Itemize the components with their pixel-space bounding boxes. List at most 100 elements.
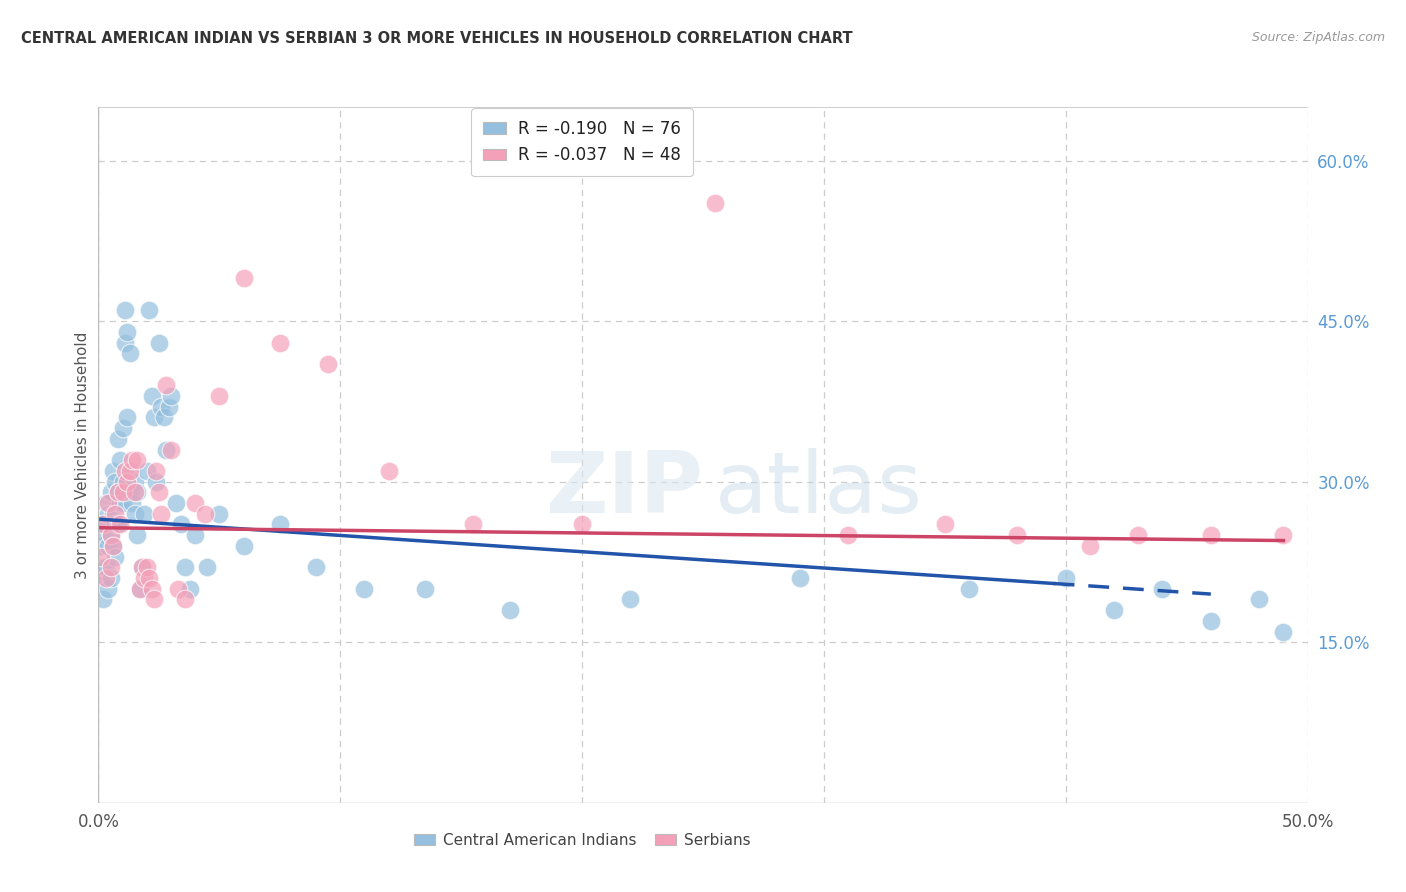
Legend: Central American Indians, Serbians: Central American Indians, Serbians <box>408 827 756 855</box>
Point <box>837 528 859 542</box>
Point <box>619 592 641 607</box>
Point <box>118 485 141 500</box>
Point <box>174 592 197 607</box>
Point <box>167 582 190 596</box>
Point <box>128 582 150 596</box>
Point <box>127 485 149 500</box>
Point <box>269 517 291 532</box>
Point <box>121 453 143 467</box>
Point <box>1199 528 1222 542</box>
Point <box>148 335 170 350</box>
Point <box>131 560 153 574</box>
Text: atlas: atlas <box>716 448 924 532</box>
Point <box>184 496 207 510</box>
Point <box>94 496 117 510</box>
Point <box>128 582 150 596</box>
Point <box>157 400 180 414</box>
Point <box>232 271 254 285</box>
Point <box>107 432 129 446</box>
Point <box>1272 624 1295 639</box>
Point <box>194 507 217 521</box>
Point <box>101 539 124 553</box>
Point <box>141 582 163 596</box>
Point <box>104 475 127 489</box>
Point <box>94 560 117 574</box>
Point <box>114 335 136 350</box>
Point <box>152 410 174 425</box>
Point <box>108 517 131 532</box>
Point <box>150 507 173 521</box>
Point <box>1078 539 1101 553</box>
Point <box>101 464 124 478</box>
Point <box>90 539 112 553</box>
Point <box>179 582 201 596</box>
Point <box>124 507 146 521</box>
Point <box>104 517 127 532</box>
Point <box>148 485 170 500</box>
Point <box>155 442 177 457</box>
Point <box>91 560 114 574</box>
Text: CENTRAL AMERICAN INDIAN VS SERBIAN 3 OR MORE VEHICLES IN HOUSEHOLD CORRELATION C: CENTRAL AMERICAN INDIAN VS SERBIAN 3 OR … <box>21 31 852 46</box>
Point <box>127 453 149 467</box>
Point <box>160 389 183 403</box>
Point <box>704 196 727 211</box>
Point <box>91 517 114 532</box>
Point <box>91 517 114 532</box>
Point <box>498 603 520 617</box>
Point <box>269 335 291 350</box>
Point <box>97 539 120 553</box>
Point <box>174 560 197 574</box>
Point <box>165 496 187 510</box>
Point <box>114 464 136 478</box>
Text: Source: ZipAtlas.com: Source: ZipAtlas.com <box>1251 31 1385 45</box>
Point <box>104 507 127 521</box>
Point <box>463 517 485 532</box>
Point <box>131 560 153 574</box>
Point <box>145 475 167 489</box>
Point <box>107 485 129 500</box>
Point <box>1152 582 1174 596</box>
Point <box>135 560 157 574</box>
Point <box>1102 603 1125 617</box>
Point <box>316 357 339 371</box>
Point <box>208 389 231 403</box>
Point <box>413 582 436 596</box>
Point <box>117 475 139 489</box>
Point <box>124 485 146 500</box>
Point <box>145 464 167 478</box>
Point <box>134 571 156 585</box>
Point <box>305 560 328 574</box>
Point <box>100 528 122 542</box>
Point <box>155 378 177 392</box>
Point <box>208 507 231 521</box>
Point <box>107 517 129 532</box>
Point <box>118 464 141 478</box>
Point <box>121 496 143 510</box>
Point <box>143 592 166 607</box>
Point <box>184 528 207 542</box>
Point <box>101 507 124 521</box>
Point <box>957 582 980 596</box>
Point <box>100 528 122 542</box>
Point <box>97 582 120 596</box>
Point <box>107 485 129 500</box>
Point <box>114 303 136 318</box>
Point <box>118 346 141 360</box>
Point <box>1054 571 1077 585</box>
Point <box>1249 592 1271 607</box>
Point <box>127 528 149 542</box>
Point <box>121 464 143 478</box>
Point <box>150 400 173 414</box>
Point <box>94 571 117 585</box>
Point <box>571 517 593 532</box>
Point <box>97 507 120 521</box>
Point <box>108 453 131 467</box>
Point <box>117 410 139 425</box>
Point <box>94 528 117 542</box>
Point <box>117 325 139 339</box>
Point <box>111 421 134 435</box>
Point <box>97 496 120 510</box>
Point <box>1007 528 1029 542</box>
Point <box>195 560 218 574</box>
Point <box>138 303 160 318</box>
